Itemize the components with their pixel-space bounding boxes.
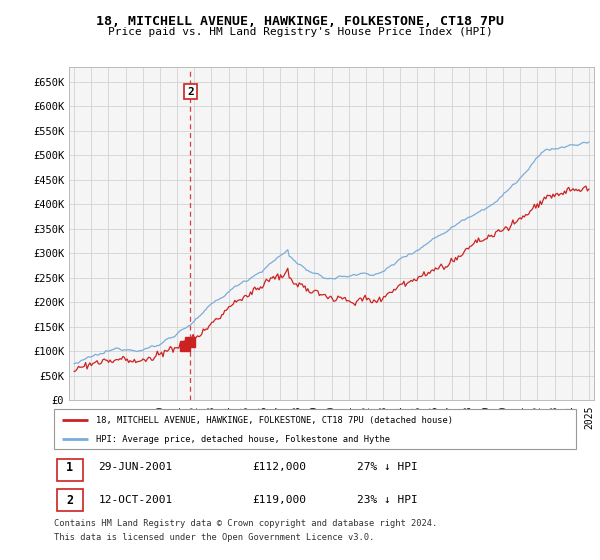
Text: HPI: Average price, detached house, Folkestone and Hythe: HPI: Average price, detached house, Folk…	[96, 435, 390, 444]
Text: 12-OCT-2001: 12-OCT-2001	[98, 495, 173, 505]
Text: £112,000: £112,000	[253, 463, 307, 473]
Text: This data is licensed under the Open Government Licence v3.0.: This data is licensed under the Open Gov…	[54, 533, 374, 542]
Text: 2: 2	[187, 87, 194, 97]
Text: 27% ↓ HPI: 27% ↓ HPI	[357, 463, 418, 473]
Text: 2: 2	[66, 493, 73, 506]
Text: 18, MITCHELL AVENUE, HAWKINGE, FOLKESTONE, CT18 7PU (detached house): 18, MITCHELL AVENUE, HAWKINGE, FOLKESTON…	[96, 416, 453, 424]
Bar	[56, 489, 83, 511]
Text: Price paid vs. HM Land Registry's House Price Index (HPI): Price paid vs. HM Land Registry's House …	[107, 27, 493, 37]
Text: 1: 1	[66, 461, 73, 474]
Text: Contains HM Land Registry data © Crown copyright and database right 2024.: Contains HM Land Registry data © Crown c…	[54, 519, 437, 528]
Text: 18, MITCHELL AVENUE, HAWKINGE, FOLKESTONE, CT18 7PU: 18, MITCHELL AVENUE, HAWKINGE, FOLKESTON…	[96, 15, 504, 28]
Text: £119,000: £119,000	[253, 495, 307, 505]
Text: 23% ↓ HPI: 23% ↓ HPI	[357, 495, 418, 505]
Text: 29-JUN-2001: 29-JUN-2001	[98, 463, 173, 473]
Bar	[56, 459, 83, 481]
